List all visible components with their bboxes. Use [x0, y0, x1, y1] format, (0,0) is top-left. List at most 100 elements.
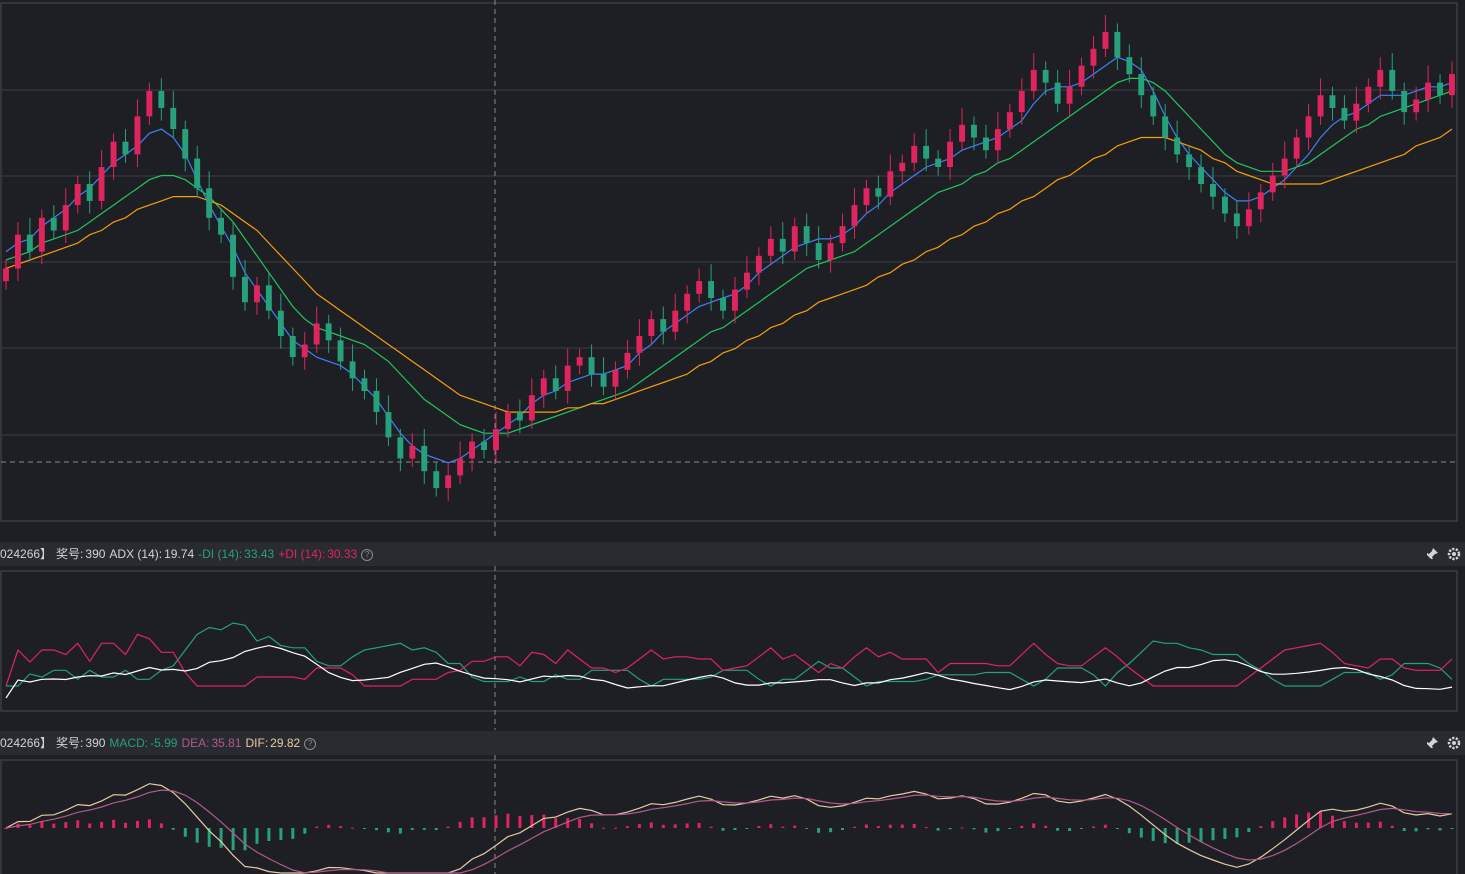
candle-body	[911, 145, 918, 163]
macd-bar	[422, 828, 426, 830]
candle-body	[923, 145, 930, 159]
candlesticks	[3, 15, 1455, 501]
candle-body	[218, 217, 224, 235]
macd-chart[interactable]	[0, 755, 1465, 874]
macd-frame-border	[0, 759, 1458, 874]
adx-label: ADX (14):	[109, 547, 163, 561]
candle-body	[875, 188, 882, 197]
candle-body	[421, 445, 428, 472]
macd-bar	[996, 828, 1000, 832]
candle-body	[361, 378, 368, 391]
macd-bar	[136, 820, 139, 828]
macd-bar	[506, 813, 510, 828]
macd-bar	[793, 825, 797, 828]
pin-icon[interactable]	[1425, 736, 1439, 750]
macd-bar	[52, 823, 56, 828]
candle-body	[349, 361, 356, 379]
macd-bar	[888, 824, 892, 828]
candle-body	[206, 188, 213, 218]
candle-body	[433, 471, 440, 489]
macd-bar	[1354, 822, 1358, 828]
macd-symbol: 024266】	[0, 736, 53, 750]
macd-bar	[112, 819, 116, 828]
dea-value: 35.81	[211, 736, 242, 750]
settings-gear-icon[interactable]	[1447, 547, 1461, 561]
help-icon[interactable]: ?	[361, 548, 374, 561]
macd-bar	[1115, 828, 1119, 829]
ma-long-line	[5, 128, 1453, 413]
candle-body	[158, 91, 165, 108]
candle-body	[660, 319, 667, 332]
macd-bar	[1366, 822, 1370, 828]
candle-body	[1245, 209, 1252, 227]
macd-bar	[88, 823, 92, 828]
macd-bar	[590, 823, 594, 828]
macd-bar	[470, 817, 474, 828]
macd-bar	[948, 828, 952, 830]
candle-body	[1377, 69, 1384, 87]
candle-body	[1066, 86, 1073, 104]
adx-lines	[5, 622, 1453, 699]
dea-label: DEA:	[181, 736, 210, 750]
candle-body	[827, 243, 834, 260]
price-chart[interactable]	[0, 0, 1465, 540]
candle-body	[385, 412, 392, 438]
minus-di-value: 33.43	[244, 547, 275, 561]
macd-issue-value: 390	[85, 736, 106, 750]
macd-bar	[829, 828, 833, 833]
macd-bar	[4, 828, 8, 829]
plus-di-line	[5, 633, 1453, 687]
adx-symbol: 024266】	[0, 547, 53, 561]
adx-frame	[0, 566, 1458, 730]
candle-body	[1042, 69, 1049, 83]
candle-body	[1389, 69, 1396, 91]
candle-body	[516, 412, 523, 421]
candle-body	[899, 162, 906, 172]
help-icon[interactable]: ?	[304, 737, 317, 750]
candle-body	[540, 378, 547, 396]
candle-body	[851, 205, 858, 227]
candle-body	[959, 124, 965, 142]
candle-body	[230, 234, 236, 277]
macd-bar	[1390, 825, 1394, 828]
candle-body	[528, 395, 535, 421]
macd-bar	[960, 827, 964, 829]
macd-bar	[864, 824, 868, 828]
adx-chart[interactable]	[0, 566, 1465, 730]
candle-body	[779, 238, 786, 252]
candle-body	[576, 357, 583, 366]
candle-body	[1054, 82, 1061, 104]
candle-body	[265, 285, 272, 311]
candle-body	[947, 141, 953, 167]
macd-bar	[984, 828, 988, 833]
pin-icon[interactable]	[1425, 547, 1439, 561]
candle-body	[493, 429, 499, 451]
settings-gear-icon[interactable]	[1447, 736, 1461, 750]
macd-bar	[1235, 828, 1239, 838]
candle-body	[1317, 95, 1324, 117]
macd-bar	[518, 815, 522, 828]
candle-body	[86, 184, 93, 201]
macd-bar	[1342, 821, 1346, 828]
candle-body	[1413, 99, 1420, 113]
macd-bar	[351, 827, 355, 829]
macd-bar	[637, 824, 641, 828]
macd-bar	[363, 828, 366, 829]
macd-bar	[685, 823, 689, 828]
candle-body	[26, 234, 33, 252]
candle-body	[277, 310, 284, 336]
macd-bar	[566, 818, 570, 828]
candle-body	[636, 336, 643, 353]
candle-body	[62, 205, 69, 231]
candle-body	[289, 336, 296, 358]
candle-body	[194, 158, 201, 189]
macd-bar	[817, 828, 821, 833]
macd-bar	[28, 825, 32, 828]
macd-bar	[697, 823, 701, 828]
macd-bar	[1283, 817, 1287, 828]
dif-line	[5, 783, 1453, 874]
candle-body	[98, 167, 105, 201]
macd-bar	[1103, 824, 1107, 828]
macd-bar	[410, 828, 414, 830]
macd-frame	[0, 755, 1458, 874]
